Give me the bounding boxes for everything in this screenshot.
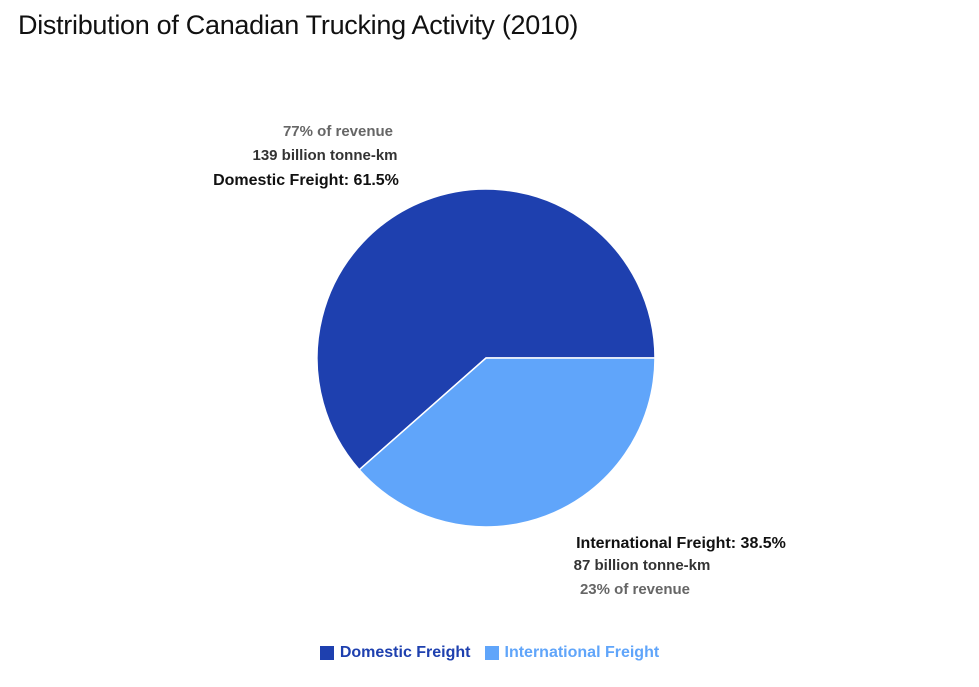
- legend-label-domestic: Domestic Freight: [339, 644, 471, 661]
- chart-title: Distribution of Canadian Trucking Activi…: [18, 10, 579, 40]
- international-tonne-km-label: 87 billion tonne-km: [574, 557, 711, 574]
- legend: Domestic Freight International Freight: [0, 644, 979, 662]
- legend-item-domestic[interactable]: Domestic Freight: [319, 644, 471, 662]
- legend-swatch-domestic: [319, 646, 334, 660]
- domestic-tonne-km-label: 139 billion tonne-km: [252, 147, 397, 164]
- domestic-main-label: Domestic Freight: 61.5%: [213, 172, 399, 189]
- international-revenue-label: 23% of revenue: [580, 581, 690, 598]
- international-main-label: International Freight: 38.5%: [576, 535, 786, 552]
- slice-international-freight[interactable]: [358, 357, 656, 528]
- domestic-revenue-label: 77% of revenue: [283, 123, 393, 140]
- legend-item-international[interactable]: International Freight: [484, 644, 660, 662]
- legend-swatch-international: [484, 646, 499, 660]
- legend-label-international: International Freight: [504, 644, 660, 661]
- slice-domestic-freight[interactable]: [316, 188, 656, 471]
